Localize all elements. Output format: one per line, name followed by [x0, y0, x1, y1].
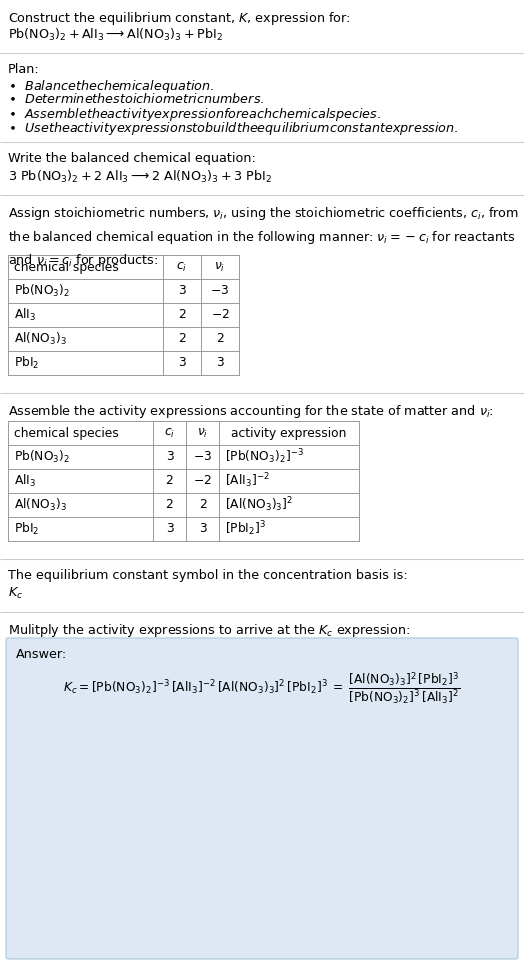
- Text: $\nu_i$: $\nu_i$: [197, 427, 208, 439]
- Text: $\mathrm{Al(NO_3)_3}$: $\mathrm{Al(NO_3)_3}$: [14, 497, 67, 513]
- Text: $\mathrm{Pb(NO_3)_2}$: $\mathrm{Pb(NO_3)_2}$: [14, 283, 70, 299]
- Text: Plan:: Plan:: [8, 63, 40, 76]
- Text: 2: 2: [166, 499, 173, 511]
- Text: $-3$: $-3$: [211, 285, 230, 297]
- Text: $\bullet\ \ Determine the stoichiometric numbers.$: $\bullet\ \ Determine the stoichiometric…: [8, 92, 265, 106]
- Text: $\nu_i$: $\nu_i$: [214, 261, 226, 273]
- Text: 3: 3: [216, 356, 224, 370]
- Text: $K_c = [\mathrm{Pb(NO_3)_2}]^{-3}\,[\mathrm{AlI_3}]^{-2}\,[\mathrm{Al(NO_3)_3}]^: $K_c = [\mathrm{Pb(NO_3)_2}]^{-3}\,[\mat…: [63, 670, 461, 706]
- Text: chemical species: chemical species: [14, 261, 119, 273]
- Text: $[\mathrm{PbI_2}]^{3}$: $[\mathrm{PbI_2}]^{3}$: [225, 519, 266, 538]
- Text: $\bullet\ \ Use the activity expressions to build the equilibrium constant expre: $\bullet\ \ Use the activity expressions…: [8, 120, 458, 137]
- Text: Assemble the activity expressions accounting for the state of matter and $\nu_i$: Assemble the activity expressions accoun…: [8, 403, 494, 420]
- Text: $[\mathrm{AlI_3}]^{-2}$: $[\mathrm{AlI_3}]^{-2}$: [225, 472, 270, 490]
- Text: Write the balanced chemical equation:: Write the balanced chemical equation:: [8, 152, 256, 165]
- Text: $\mathrm{AlI_3}$: $\mathrm{AlI_3}$: [14, 473, 36, 489]
- Text: $c_i$: $c_i$: [177, 261, 188, 273]
- Text: $\mathrm{PbI_2}$: $\mathrm{PbI_2}$: [14, 521, 39, 538]
- Text: Mulitply the activity expressions to arrive at the $K_c$ expression:: Mulitply the activity expressions to arr…: [8, 622, 410, 639]
- Text: The equilibrium constant symbol in the concentration basis is:: The equilibrium constant symbol in the c…: [8, 569, 408, 582]
- Text: $\mathrm{PbI_2}$: $\mathrm{PbI_2}$: [14, 355, 39, 372]
- Text: chemical species: chemical species: [14, 427, 119, 439]
- Text: Answer:: Answer:: [16, 648, 67, 661]
- Text: 3: 3: [166, 451, 173, 463]
- FancyBboxPatch shape: [6, 638, 518, 959]
- Text: Assign stoichiometric numbers, $\nu_i$, using the stoichiometric coefficients, $: Assign stoichiometric numbers, $\nu_i$, …: [8, 205, 519, 269]
- Text: $\mathrm{Al(NO_3)_3}$: $\mathrm{Al(NO_3)_3}$: [14, 331, 67, 347]
- Text: $-2$: $-2$: [211, 309, 230, 321]
- Text: 3: 3: [166, 522, 173, 536]
- Text: $\mathrm{3\ Pb(NO_3)_2 + 2\ AlI_3 \longrightarrow 2\ Al(NO_3)_3 + 3\ PbI_2}$: $\mathrm{3\ Pb(NO_3)_2 + 2\ AlI_3 \longr…: [8, 169, 272, 185]
- Text: 2: 2: [178, 333, 186, 345]
- Text: $-2$: $-2$: [193, 475, 212, 487]
- Text: 3: 3: [178, 356, 186, 370]
- Text: $-3$: $-3$: [193, 451, 212, 463]
- Text: 3: 3: [178, 285, 186, 297]
- Text: Construct the equilibrium constant, $K$, expression for:: Construct the equilibrium constant, $K$,…: [8, 10, 351, 27]
- Text: 2: 2: [199, 499, 206, 511]
- Text: $\bullet\ \ Assemble the activity expression for each chemical species.$: $\bullet\ \ Assemble the activity expres…: [8, 106, 381, 123]
- Text: activity expression: activity expression: [231, 427, 347, 439]
- Text: $\mathrm{Pb(NO_3)_2}$: $\mathrm{Pb(NO_3)_2}$: [14, 449, 70, 465]
- Text: 3: 3: [199, 522, 206, 536]
- Text: $\bullet\ \ Balance the chemical equation.$: $\bullet\ \ Balance the chemical equatio…: [8, 78, 214, 95]
- Text: 2: 2: [178, 309, 186, 321]
- Text: 2: 2: [166, 475, 173, 487]
- Text: $\mathrm{AlI_3}$: $\mathrm{AlI_3}$: [14, 307, 36, 323]
- Text: $[\mathrm{Al(NO_3)_3}]^{2}$: $[\mathrm{Al(NO_3)_3}]^{2}$: [225, 496, 293, 514]
- Text: $c_i$: $c_i$: [164, 427, 175, 439]
- Text: $K_c$: $K_c$: [8, 586, 23, 601]
- Text: $\mathrm{Pb(NO_3)_2 + AlI_3 \longrightarrow Al(NO_3)_3 + PbI_2}$: $\mathrm{Pb(NO_3)_2 + AlI_3 \longrightar…: [8, 27, 223, 43]
- Text: $[\mathrm{Pb(NO_3)_2}]^{-3}$: $[\mathrm{Pb(NO_3)_2}]^{-3}$: [225, 448, 304, 466]
- Text: 2: 2: [216, 333, 224, 345]
